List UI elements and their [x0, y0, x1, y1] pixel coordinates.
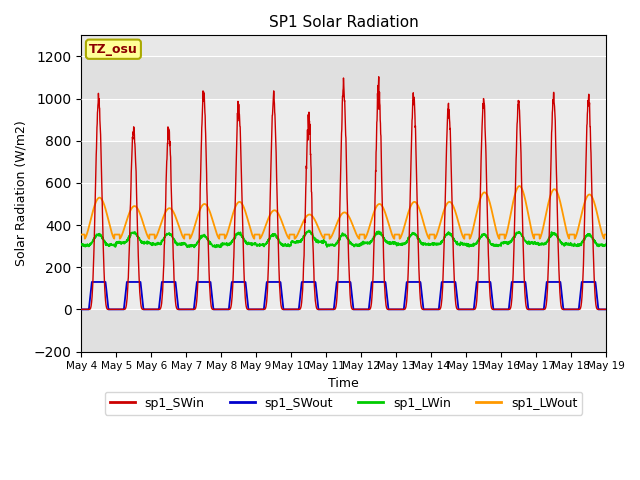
sp1_SWin [223, 307, 231, 312]
Y-axis label: Solar Radiation (W/m2): Solar Radiation (W/m2) [15, 120, 28, 266]
sp1_SWin [496, 307, 504, 312]
sp1_SWin [375, 74, 383, 80]
sp1_LWout [516, 183, 524, 189]
sp1_LWout [358, 232, 366, 238]
sp1_LWout [602, 232, 610, 238]
sp1_SWout [496, 307, 504, 312]
Bar [81, 310, 606, 351]
sp1_LWin [224, 240, 232, 246]
sp1_LWout [495, 236, 503, 241]
Bar [81, 141, 606, 183]
sp1_SWout [371, 279, 378, 285]
Bar [81, 57, 606, 98]
sp1_SWout [602, 307, 610, 312]
Line: sp1_LWout: sp1_LWout [81, 186, 606, 239]
sp1_SWin [556, 289, 564, 295]
sp1_SWin [602, 307, 610, 312]
sp1_SWin [77, 307, 85, 312]
sp1_LWin [602, 241, 610, 247]
sp1_SWout [571, 307, 579, 312]
sp1_LWin [77, 242, 85, 248]
Title: SP1 Solar Radiation: SP1 Solar Radiation [269, 15, 419, 30]
sp1_LWout [571, 236, 579, 241]
sp1_LWin [497, 242, 504, 248]
sp1_LWout [496, 232, 504, 238]
sp1_LWout [370, 210, 378, 216]
Bar [81, 183, 606, 225]
sp1_SWout [556, 279, 564, 285]
sp1_SWout [88, 279, 96, 285]
sp1_LWout [223, 230, 231, 236]
Bar [81, 225, 606, 267]
sp1_SWin [571, 307, 579, 312]
sp1_SWout [224, 307, 232, 312]
Bar [81, 267, 606, 310]
sp1_SWin [370, 243, 378, 249]
sp1_LWin [556, 238, 564, 244]
sp1_LWout [556, 199, 564, 204]
sp1_SWout [77, 307, 85, 312]
sp1_LWin [359, 240, 367, 246]
sp1_SWin [358, 307, 366, 312]
sp1_LWin [190, 244, 198, 250]
sp1_LWin [571, 241, 579, 247]
Text: TZ_osu: TZ_osu [89, 43, 138, 56]
Bar [81, 98, 606, 141]
sp1_LWout [77, 232, 85, 238]
Line: sp1_SWout: sp1_SWout [81, 282, 606, 310]
sp1_LWin [305, 228, 313, 233]
sp1_LWin [371, 234, 378, 240]
Line: sp1_LWin: sp1_LWin [81, 230, 606, 247]
X-axis label: Time: Time [328, 377, 359, 390]
sp1_SWout [359, 307, 367, 312]
Line: sp1_SWin: sp1_SWin [81, 77, 606, 310]
Legend: sp1_SWin, sp1_SWout, sp1_LWin, sp1_LWout: sp1_SWin, sp1_SWout, sp1_LWin, sp1_LWout [105, 392, 582, 415]
